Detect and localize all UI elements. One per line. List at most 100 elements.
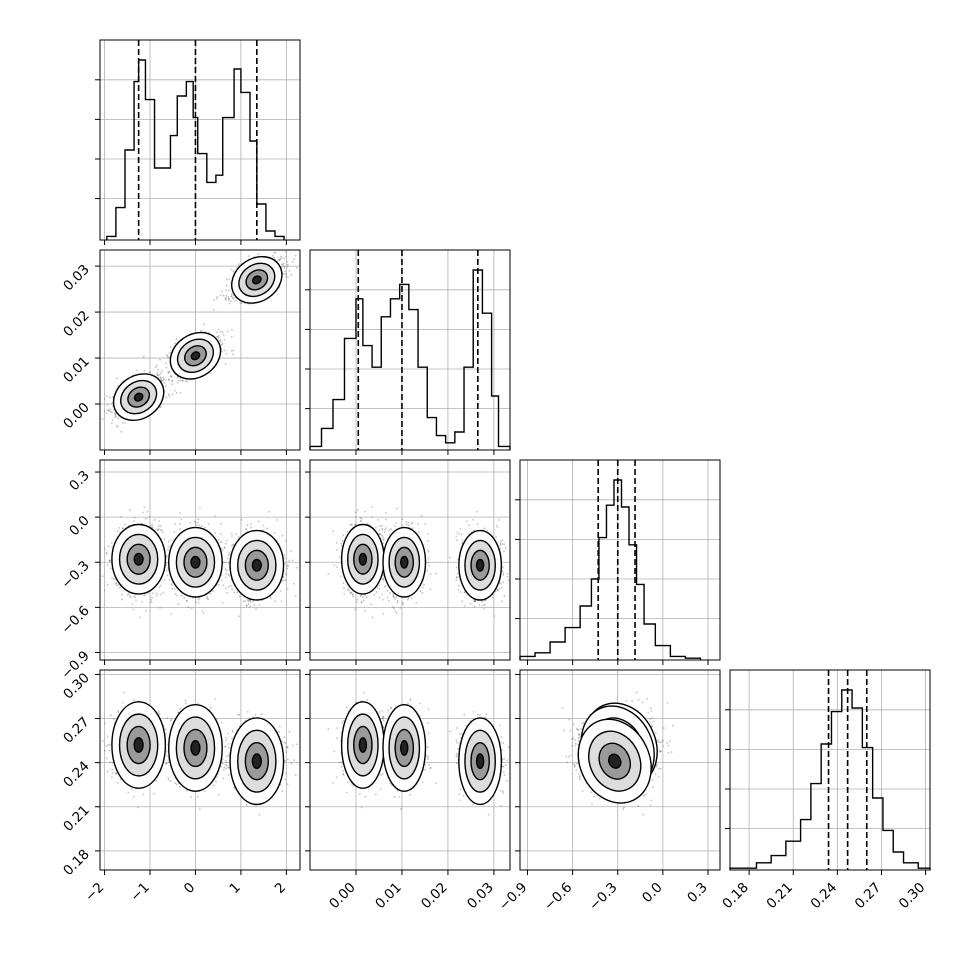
sample-point: [109, 408, 111, 411]
panel-background: [100, 40, 300, 240]
sample-point: [157, 525, 160, 527]
sample-point: [143, 506, 146, 508]
sample-point: [216, 335, 218, 338]
sample-point: [290, 550, 293, 552]
histogram-step: [106, 59, 285, 240]
sample-point: [157, 368, 160, 371]
sample-point: [220, 343, 223, 346]
sample-point: [169, 346, 172, 349]
sample-point: [291, 260, 294, 263]
sample-point: [114, 416, 116, 418]
sample-point: [165, 569, 168, 572]
sample-point: [186, 599, 188, 602]
sample-point: [108, 410, 111, 413]
sample-point: [220, 540, 223, 543]
sample-point: [244, 600, 247, 602]
sample-point: [156, 374, 158, 376]
sample-point: [212, 590, 214, 592]
sample-point: [115, 424, 118, 427]
sample-point: [110, 567, 112, 570]
sample-point: [101, 575, 104, 578]
sample-point: [103, 548, 106, 550]
sample-point: [183, 596, 186, 599]
sample-point: [149, 524, 152, 527]
sample-point: [230, 532, 233, 535]
sample-point: [257, 253, 260, 256]
sample-point: [235, 533, 238, 536]
sample-point: [167, 548, 170, 551]
sample-point: [179, 391, 182, 394]
sample-point: [281, 263, 283, 266]
sample-point: [219, 339, 222, 341]
sample-point: [273, 256, 275, 259]
sample-point: [171, 393, 174, 396]
sample-point: [210, 372, 213, 375]
sample-point: [225, 576, 227, 579]
sample-point: [168, 352, 171, 354]
sample-point: [230, 350, 233, 352]
sample-point: [170, 612, 173, 615]
sample-point: [160, 377, 162, 380]
sample-point: [225, 289, 227, 291]
sample-point: [227, 295, 230, 298]
sample-point: [133, 520, 135, 522]
sample-point: [283, 579, 286, 582]
sample-point: [245, 604, 248, 607]
sample-point: [295, 566, 298, 569]
sample-point: [193, 520, 196, 523]
sample-point: [171, 383, 173, 385]
sample-point: [280, 255, 282, 258]
sample-point: [227, 562, 230, 565]
sample-point: [218, 539, 220, 541]
sample-point: [159, 525, 162, 528]
sample-point: [187, 606, 190, 608]
sample-point: [194, 601, 197, 604]
sample-point: [165, 362, 167, 364]
sample-point: [201, 610, 204, 612]
sample-point: [231, 535, 233, 537]
sample-point: [280, 257, 283, 259]
sample-point: [110, 422, 113, 425]
sample-point: [214, 531, 217, 534]
sample-point: [145, 517, 147, 520]
sample-point: [288, 559, 291, 562]
sample-point: [197, 602, 200, 604]
sample-point: [168, 546, 171, 548]
sample-point: [105, 395, 108, 397]
sample-point: [278, 259, 281, 262]
sample-point: [194, 522, 197, 524]
sample-point: [271, 254, 274, 257]
sample-point: [156, 592, 159, 595]
sample-point: [101, 418, 104, 420]
sample-point: [176, 381, 179, 384]
sample-point: [283, 257, 286, 260]
sample-point: [142, 355, 145, 358]
sample-point: [184, 380, 187, 383]
sample-point: [116, 377, 118, 380]
sample-point: [152, 592, 154, 595]
sample-point: [285, 275, 287, 278]
sample-point: [106, 583, 109, 586]
sample-point: [160, 378, 163, 381]
sample-point: [106, 563, 109, 566]
sample-point: [231, 293, 233, 295]
sample-point: [224, 363, 227, 365]
sample-point: [224, 298, 227, 301]
sample-point: [161, 380, 163, 382]
sample-point: [163, 538, 166, 541]
sample-point: [287, 564, 289, 567]
sample-point: [216, 295, 219, 298]
sample-point: [225, 572, 227, 575]
sample-point: [173, 531, 176, 533]
sample-point: [159, 371, 162, 374]
sample-point: [265, 527, 268, 530]
sample-point: [284, 572, 287, 575]
sample-point: [163, 579, 166, 581]
sample-point: [165, 354, 168, 356]
sample-point: [167, 393, 170, 396]
sample-point: [225, 569, 228, 572]
panel-0-0: [95, 39, 301, 245]
sample-point: [282, 262, 285, 265]
sample-point: [103, 410, 106, 412]
sample-point: [134, 596, 137, 599]
